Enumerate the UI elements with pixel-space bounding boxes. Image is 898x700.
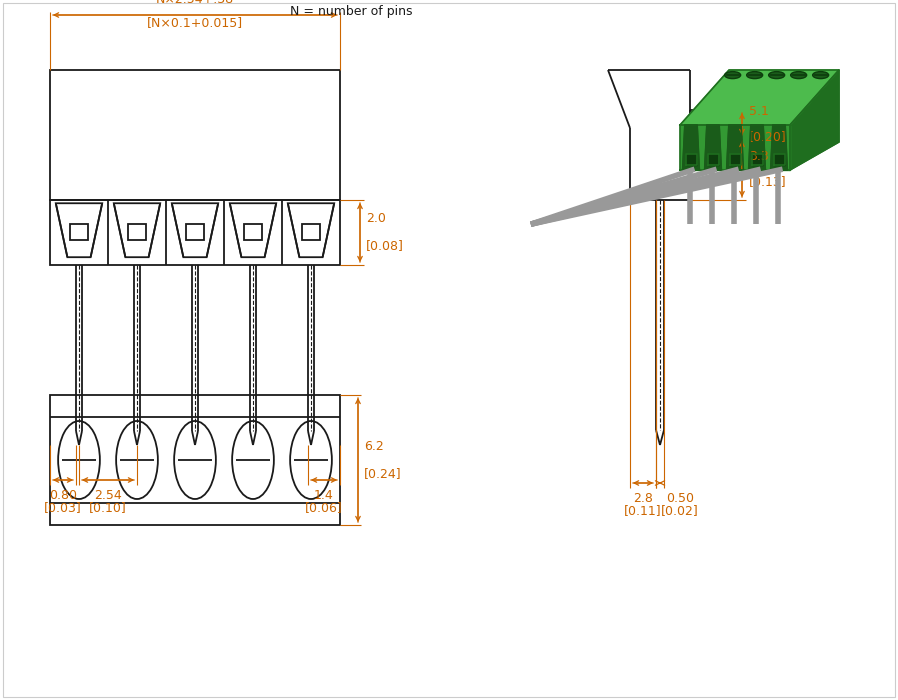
Text: [0.13]: [0.13]	[749, 175, 787, 188]
Text: [0.06]: [0.06]	[305, 501, 343, 514]
Polygon shape	[682, 125, 700, 170]
Text: [0.02]: [0.02]	[661, 504, 699, 517]
Text: [0.24]: [0.24]	[364, 467, 401, 480]
Polygon shape	[705, 125, 721, 170]
Text: [0.11]: [0.11]	[624, 504, 662, 517]
Bar	[70, 224, 88, 240]
Text: 0.50: 0.50	[666, 492, 694, 505]
Bar	[50, 70, 340, 200]
Polygon shape	[752, 154, 762, 164]
Ellipse shape	[746, 71, 762, 78]
Polygon shape	[680, 125, 790, 170]
Polygon shape	[729, 154, 741, 164]
Text: N = number of pins: N = number of pins	[290, 4, 412, 18]
Ellipse shape	[790, 71, 806, 78]
Text: 2.8: 2.8	[633, 492, 653, 505]
Text: 5.1: 5.1	[749, 105, 769, 118]
Ellipse shape	[725, 71, 741, 78]
Text: 1.4: 1.4	[314, 489, 334, 502]
Bar	[186, 224, 204, 240]
Text: [0.10]: [0.10]	[89, 501, 127, 514]
Text: [0.03]: [0.03]	[44, 501, 82, 514]
Text: 3.3: 3.3	[749, 150, 769, 163]
Polygon shape	[773, 154, 785, 164]
Text: N×2.54+.38: N×2.54+.38	[156, 0, 234, 6]
Bar	[50, 395, 340, 525]
Polygon shape	[708, 154, 718, 164]
Text: 6.2: 6.2	[364, 440, 383, 453]
Bar	[50, 200, 340, 265]
Polygon shape	[685, 154, 697, 164]
Text: 2.0: 2.0	[366, 213, 386, 225]
Text: [0.08]: [0.08]	[366, 239, 404, 253]
Text: 0.80: 0.80	[49, 489, 77, 502]
Text: 2.54: 2.54	[94, 489, 122, 502]
Polygon shape	[726, 125, 744, 170]
Polygon shape	[749, 125, 765, 170]
Ellipse shape	[769, 71, 785, 78]
Text: [0.20]: [0.20]	[749, 130, 787, 143]
Ellipse shape	[813, 71, 829, 78]
Bar	[302, 224, 321, 240]
Bar	[243, 224, 262, 240]
Bar	[128, 224, 146, 240]
Polygon shape	[790, 70, 839, 170]
Polygon shape	[680, 70, 839, 125]
Text: [N×0.1+0.015]: [N×0.1+0.015]	[147, 16, 243, 29]
Polygon shape	[770, 125, 788, 170]
